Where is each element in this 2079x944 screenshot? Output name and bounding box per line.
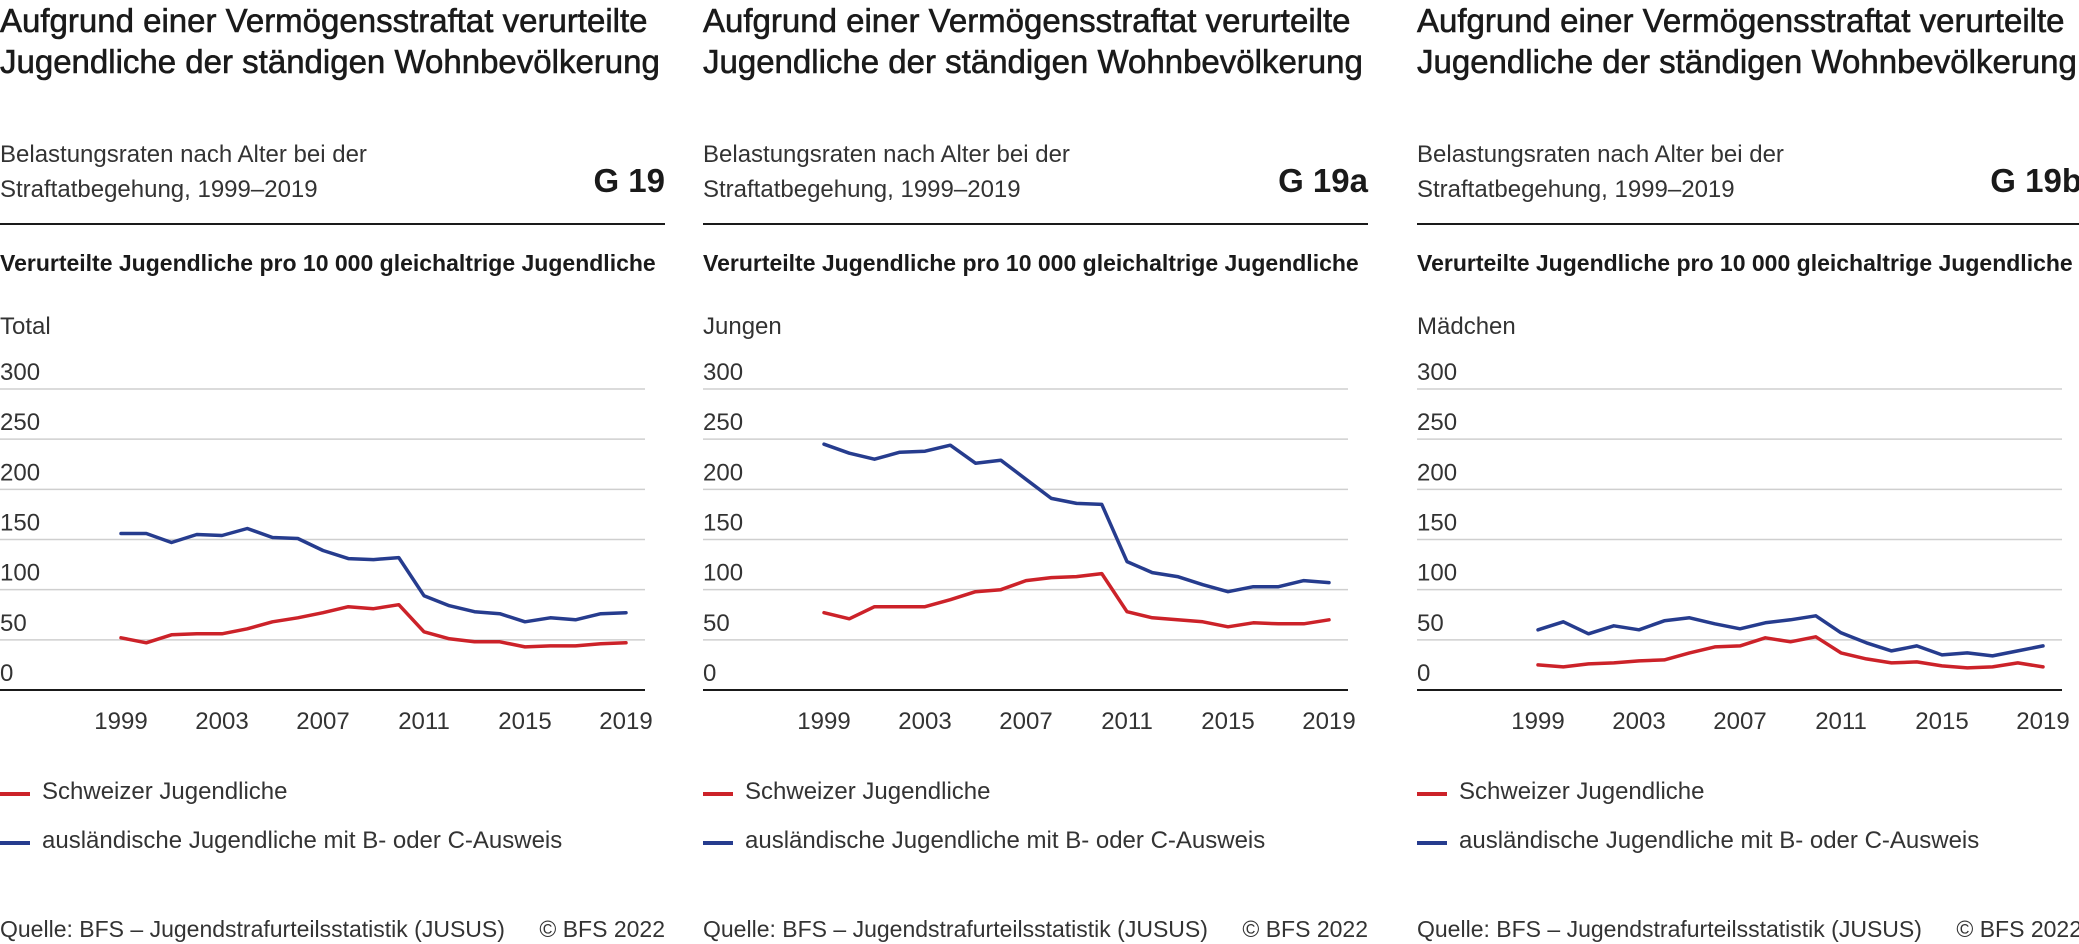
chart-title: Aufgrund einer Vermögensstraftat verurte… — [1417, 2, 2077, 81]
chart-title: Aufgrund einer Vermögensstraftat verurte… — [703, 2, 1363, 81]
y-axis-label: Verurteilte Jugendliche pro 10 000 gleic… — [0, 250, 656, 276]
x-tick-label: 2011 — [1101, 708, 1153, 735]
series-line-swiss — [822, 571, 1331, 629]
x-tick-label: 1999 — [797, 708, 850, 735]
series-line-foreign — [119, 526, 628, 624]
chart-subtitle: Belastungsraten nach Alter bei der Straf… — [0, 141, 367, 203]
legend-swatch-foreign — [703, 841, 733, 845]
y-tick-label: 0 — [0, 660, 13, 687]
source-note: Quelle: BFS – Jugendstrafurteilsstatisti… — [1417, 916, 1922, 942]
group-label: Jungen — [703, 313, 782, 340]
y-tick-label: 300 — [0, 359, 40, 386]
y-tick-label: 100 — [0, 560, 40, 587]
y-axis-label: Verurteilte Jugendliche pro 10 000 gleic… — [1417, 250, 2073, 276]
y-tick-label: 300 — [1417, 359, 1457, 386]
title-divider — [1417, 223, 2079, 225]
x-tick-label: 2007 — [296, 708, 349, 735]
source-note: Quelle: BFS – Jugendstrafurteilsstatisti… — [0, 916, 505, 942]
x-tick-label: 2003 — [195, 708, 248, 735]
x-tick-label: 2015 — [1915, 708, 1968, 735]
x-tick-label: 2011 — [398, 708, 450, 735]
series-line-swiss — [119, 602, 628, 649]
x-tick-label: 2003 — [1612, 708, 1665, 735]
legend-swatch-swiss — [0, 792, 30, 796]
x-tick-label: 2011 — [1815, 708, 1867, 735]
x-tick-label: 1999 — [1511, 708, 1564, 735]
x-tick-label: 2003 — [898, 708, 951, 735]
line-chart: 0 50 100 150 200 250 300 1999 2003 2007 2011 2015 20… — [0, 359, 653, 735]
legend-swatch-swiss — [703, 792, 733, 796]
chart-panel-boys: Aufgrund einer Vermögensstraftat verurte… — [703, 0, 1368, 944]
x-tick-label: 2007 — [1713, 708, 1766, 735]
legend-label-swiss: Schweizer Jugendliche — [1459, 778, 1705, 805]
copyright-note: © BFS 2022 — [1956, 916, 2079, 942]
chart-code: G 19 — [593, 162, 665, 199]
source-note: Quelle: BFS – Jugendstrafurteilsstatisti… — [703, 916, 1208, 942]
y-tick-label: 200 — [0, 459, 40, 486]
y-tick-label: 0 — [703, 660, 716, 687]
legend-swatch-swiss — [1417, 792, 1447, 796]
group-label: Total — [0, 313, 51, 340]
chart-subtitle: Belastungsraten nach Alter bei der Straf… — [703, 141, 1070, 203]
y-tick-label: 150 — [0, 510, 40, 537]
y-tick-label: 100 — [1417, 560, 1457, 587]
y-tick-label: 100 — [703, 560, 743, 587]
group-label: Mädchen — [1417, 313, 1516, 340]
copyright-note: © BFS 2022 — [539, 916, 665, 942]
legend-label-swiss: Schweizer Jugendliche — [42, 778, 288, 805]
y-tick-label: 250 — [703, 409, 743, 436]
x-tick-label: 2015 — [1201, 708, 1254, 735]
y-tick-label: 150 — [1417, 510, 1457, 537]
y-tick-label: 0 — [1417, 660, 1430, 687]
legend-label-foreign: ausländische Jugendliche mit B- oder C-A… — [745, 827, 1266, 854]
copyright-note: © BFS 2022 — [1242, 916, 1368, 942]
y-tick-label: 150 — [703, 510, 743, 537]
x-tick-label: 1999 — [94, 708, 147, 735]
y-tick-label: 50 — [703, 610, 730, 637]
y-axis-label: Verurteilte Jugendliche pro 10 000 gleic… — [703, 250, 1359, 276]
chart-code: G 19b — [1990, 162, 2079, 199]
x-tick-label: 2019 — [2016, 708, 2069, 735]
legend-swatch-foreign — [0, 841, 30, 845]
chart-title: Aufgrund einer Vermögensstraftat verurte… — [0, 2, 660, 81]
y-tick-label: 50 — [1417, 610, 1444, 637]
x-tick-label: 2019 — [1302, 708, 1355, 735]
y-tick-label: 200 — [703, 459, 743, 486]
x-tick-label: 2015 — [498, 708, 551, 735]
legend-label-foreign: ausländische Jugendliche mit B- oder C-A… — [1459, 827, 1980, 854]
y-tick-label: 250 — [0, 409, 40, 436]
title-divider — [703, 223, 1368, 225]
chart-code: G 19a — [1278, 162, 1368, 199]
title-divider — [0, 223, 665, 225]
line-chart: 0 50 100 150 200 250 300 1999 2003 2007 2011 2015 20… — [1417, 359, 2070, 735]
series-line-foreign — [822, 442, 1331, 594]
line-chart: 0 50 100 150 200 250 300 1999 2003 2007 2011 2015 20… — [703, 359, 1356, 735]
series-line-swiss — [1536, 635, 2045, 670]
series-line-foreign — [1536, 614, 2045, 658]
legend-swatch-foreign — [1417, 841, 1447, 845]
y-tick-label: 250 — [1417, 409, 1457, 436]
y-tick-label: 200 — [1417, 459, 1457, 486]
legend-label-foreign: ausländische Jugendliche mit B- oder C-A… — [42, 827, 563, 854]
x-tick-label: 2019 — [599, 708, 652, 735]
x-tick-label: 2007 — [999, 708, 1052, 735]
chart-panel-total: Aufgrund einer Vermögensstraftat verurte… — [0, 0, 665, 944]
chart-panel-girls: Aufgrund einer Vermögensstraftat verurte… — [1417, 0, 2079, 944]
y-tick-label: 50 — [0, 610, 27, 637]
y-tick-label: 300 — [703, 359, 743, 386]
legend-label-swiss: Schweizer Jugendliche — [745, 778, 991, 805]
chart-subtitle: Belastungsraten nach Alter bei der Straf… — [1417, 141, 1784, 203]
